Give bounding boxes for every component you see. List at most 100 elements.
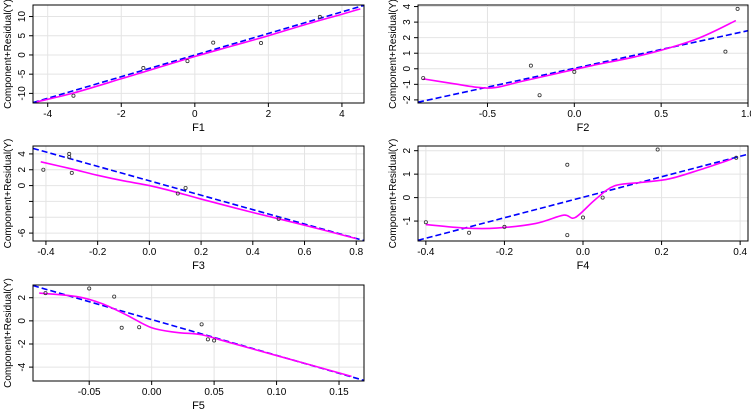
x-tick-label: 0.0 [576,247,590,258]
x-tick-label: 2 [266,109,272,120]
y-tick-label: -1 [402,216,413,225]
y-axis-label: Component+Residual(Y) [3,139,14,249]
data-point [185,59,190,64]
plot-area [418,147,748,241]
data-point [119,325,124,330]
smooth-curve [40,161,357,240]
plot-frame [32,4,365,104]
data-point [137,325,142,330]
x-tick-label: 0.2 [194,247,208,258]
x-tick-label: -4 [43,109,52,120]
y-tick-label: -10 [17,86,28,101]
y-tick-label: 3 [402,19,413,25]
panel-f4: -0.4 -0.2 0.0 0.2 0.4 -1 0 1 2 F4 Component+Residu… [388,139,749,272]
panel-f2: -0.5 0.0 0.5 1.0 -2 -1 0 1 2 3 4 F2 Component+Residu… [388,0,751,134]
data-point [723,49,728,54]
data-point [734,155,739,160]
x-tick-label: -0.2 [89,247,107,258]
data-point [565,162,570,167]
data-point [502,224,507,229]
y-tick-label: -6 [17,228,28,237]
data-point [259,41,264,46]
x-tick-label: 4 [339,109,345,120]
x-tick-label: 0.4 [246,247,260,258]
x-tick-label: 0 [192,109,198,120]
y-tick-label: 4 [402,3,413,9]
y-tick-label: 2 [17,167,28,173]
y-tick-label: -5 [17,69,28,78]
x-axis-label: F1 [192,122,205,134]
y-tick-label: -4 [17,362,28,371]
data-point [43,291,48,296]
data-point [205,337,210,342]
y-tick-label: -2 [402,95,413,104]
x-tick-label: 0.4 [733,247,747,258]
y-tick-label: 4 [17,151,28,157]
x-tick-label: 0.05 [204,387,224,398]
y-tick-label: 0 [17,318,28,324]
x-tick-label: 1.0 [741,109,751,120]
plot-frame [32,145,365,242]
panel-f1: -4 -2 0 2 4 -10 -5 0 5 10 F1 Component+Residual(Y) [3,0,365,134]
data-point [528,63,533,68]
plot-area [33,285,364,381]
smooth-curve [36,8,361,103]
y-tick-label: -2 [17,339,28,348]
x-tick-label: 0.0 [567,109,581,120]
y-tick-label: 0 [17,52,28,58]
y-tick-label: 2 [17,295,28,301]
data-point [69,170,74,175]
y-tick-label: 5 [17,33,28,39]
y-axis-label: Component+Residual(Y) [3,0,14,109]
x-tick-label: -0.4 [37,247,55,258]
x-axis-label: F5 [192,400,205,411]
data-point [600,195,605,200]
x-tick-label: -0.4 [417,247,435,258]
y-axis-label: Component+Residual(Y) [388,139,399,249]
data-point [175,191,180,196]
x-tick-label: 0.0 [142,247,156,258]
y-tick-label: 1 [402,50,413,56]
y-axis-label: Component+Residual(Y) [388,0,399,109]
y-tick-label: 0 [402,66,413,72]
x-tick-label: 0.00 [142,387,162,398]
panel-f5: -0.05 0.00 0.05 0.10 0.15 -4 -2 0 2 F5 Component+R… [3,278,365,411]
x-tick-label: 0.2 [655,247,669,258]
x-axis-label: F3 [192,260,205,272]
smooth-curve [425,158,733,230]
smooth-curve [39,292,352,378]
plot-frame [32,284,365,382]
plot-area [418,6,748,103]
x-tick-label: -0.05 [78,387,101,398]
fit-line [33,5,364,103]
plot-area [33,147,364,241]
data-point [423,220,428,225]
data-point [67,155,72,160]
x-tick-label: 0.6 [298,247,312,258]
data-point [87,286,92,291]
fit-line [33,147,364,241]
data-point [467,230,472,235]
data-point [211,40,216,45]
y-axis-label: Component+Residual(Y) [3,278,14,388]
y-tick-label: 0 [402,194,413,200]
y-tick-label: 2 [402,147,413,153]
data-point [581,215,586,220]
data-point [317,14,322,19]
smooth-curve [423,19,737,89]
plot-frame [417,4,749,104]
panel-f3: -0.4 -0.2 0.0 0.2 0.4 0.6 0.8 -6 0 2 4 F3 Component+… [3,139,365,272]
x-tick-label: 0.8 [349,247,363,258]
x-tick-label: -0.5 [479,109,497,120]
plot-area [33,5,364,103]
x-tick-label: -0.2 [496,247,514,258]
y-tick-label: 2 [402,34,413,40]
x-tick-label: 0.15 [329,387,349,398]
x-tick-label: 0.10 [267,387,287,398]
data-point [572,69,577,74]
x-tick-label: 0.5 [654,109,668,120]
x-axis-label: F2 [577,122,590,134]
data-point [212,338,217,343]
fit-line [418,153,748,241]
